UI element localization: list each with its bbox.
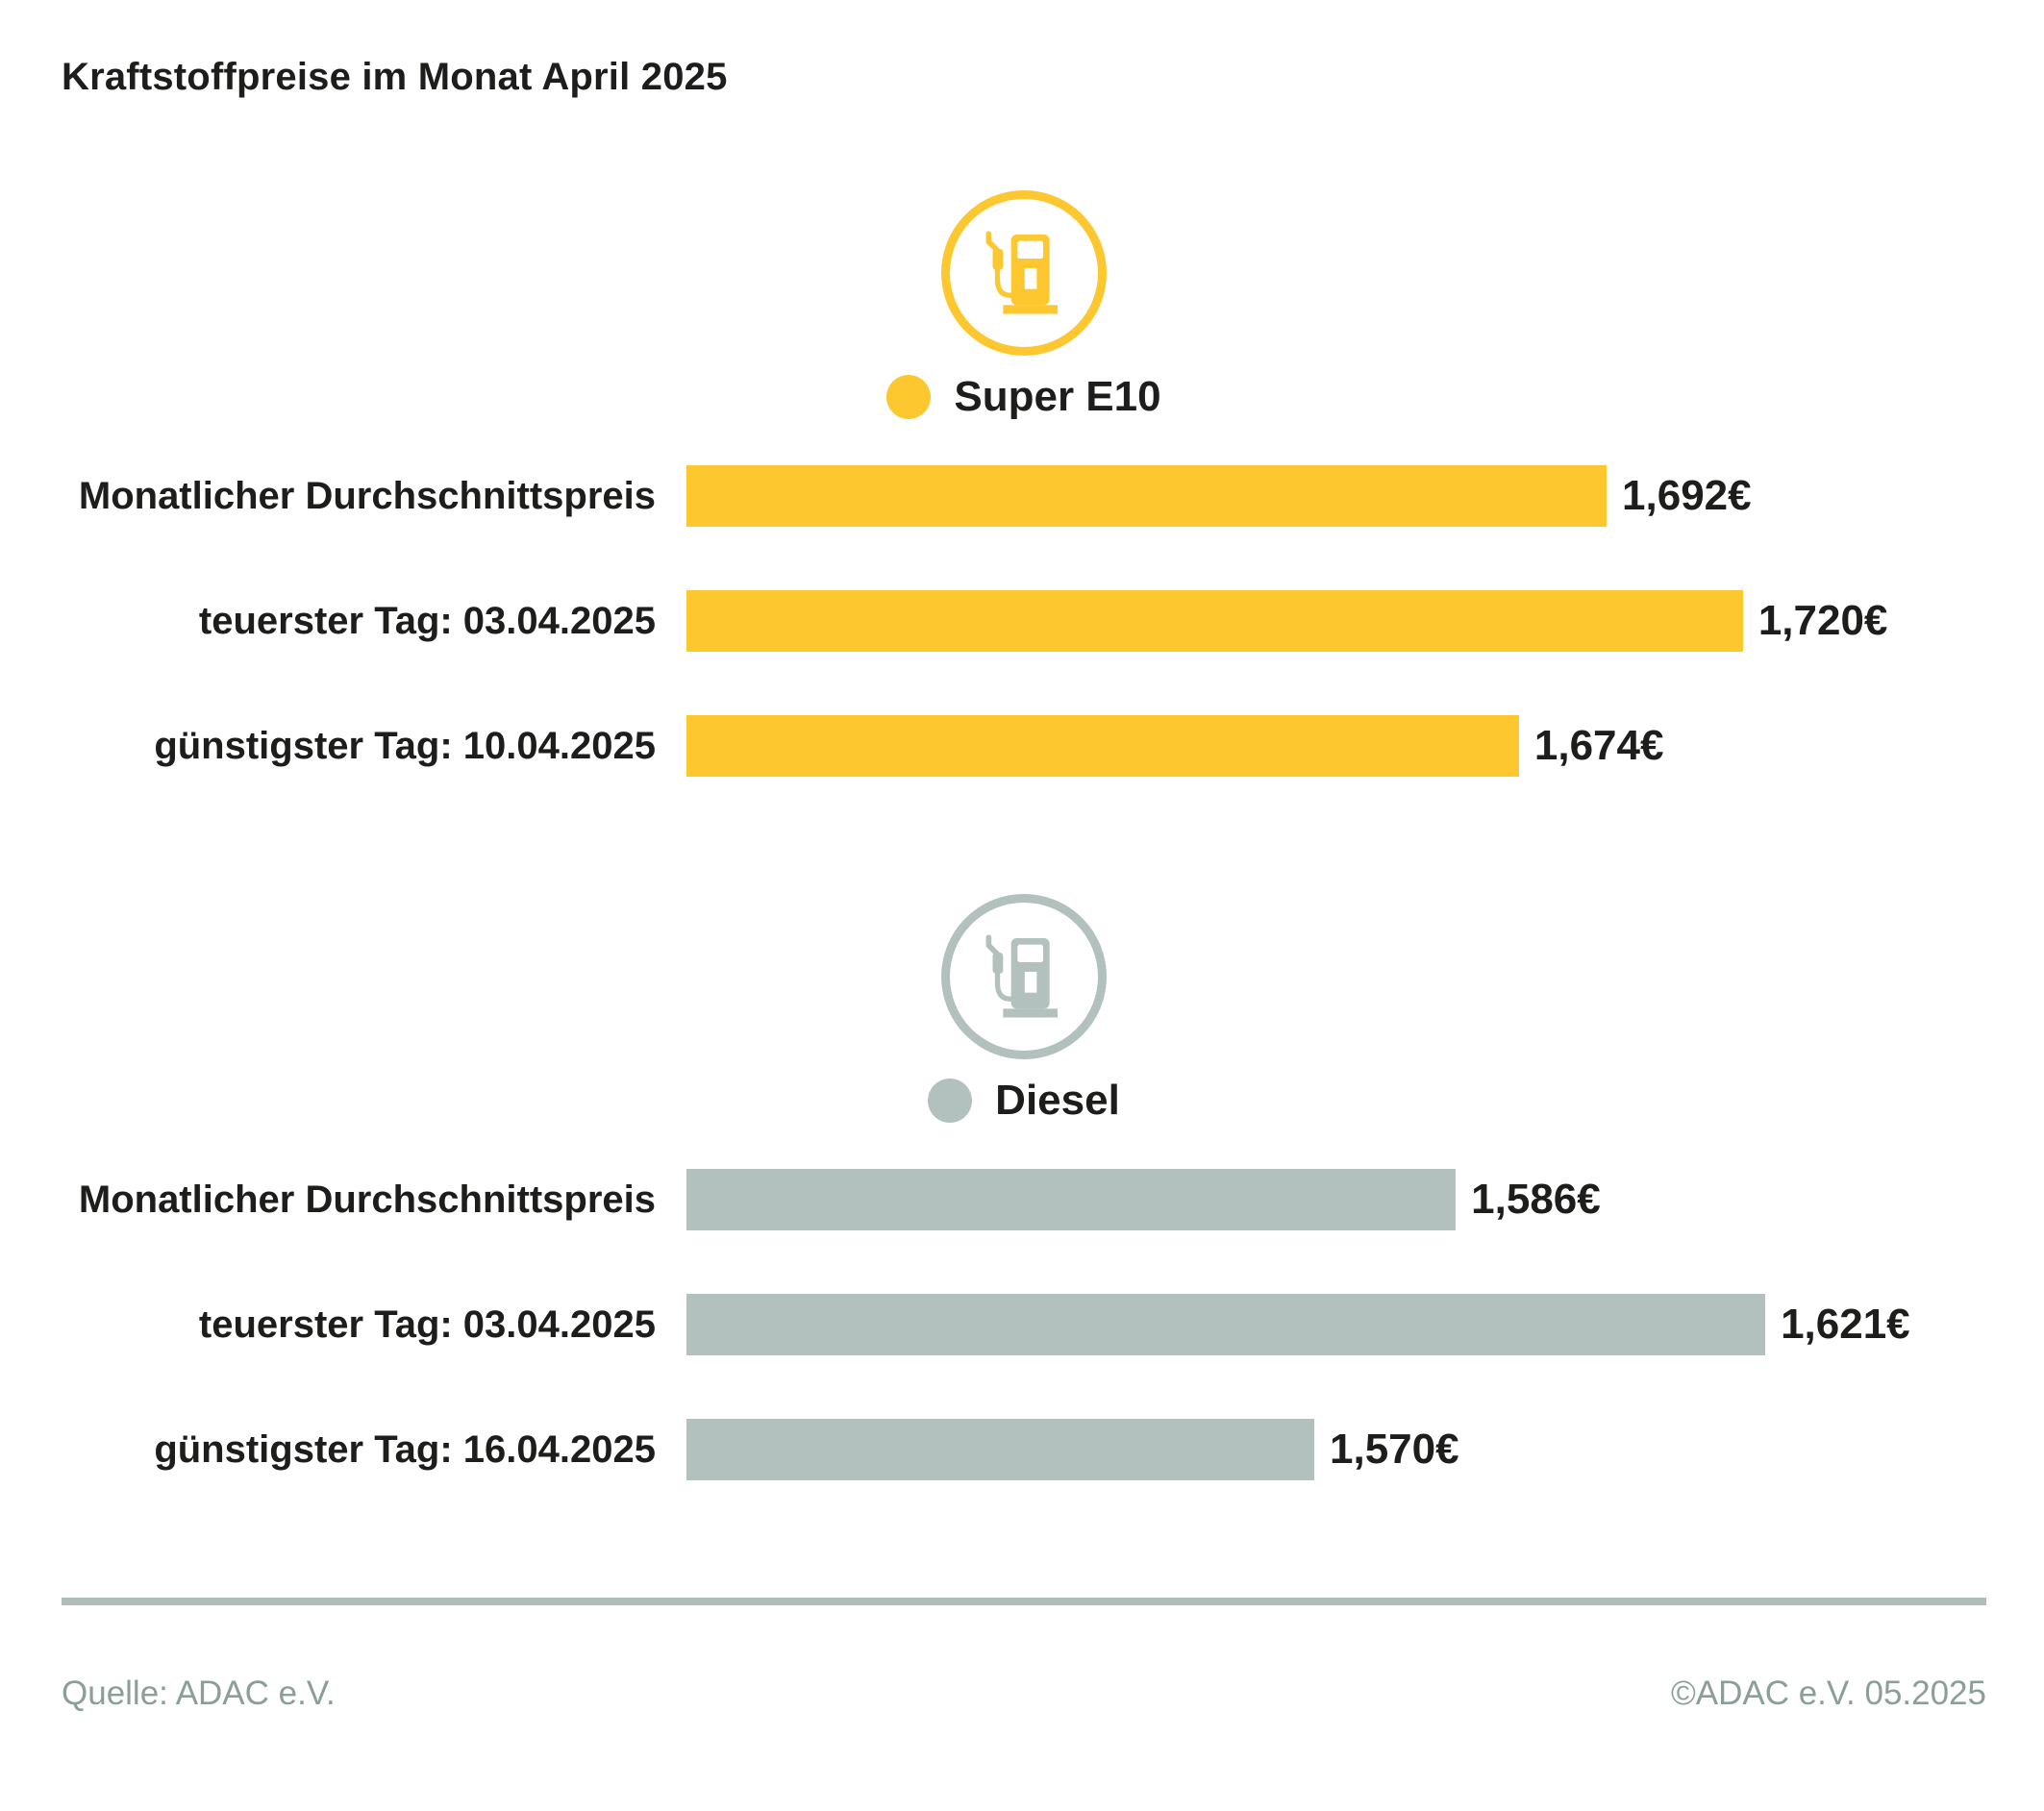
footer-divider	[62, 1598, 1986, 1605]
bar-rows-diesel: Monatlicher Durchschnittspreis 1,586€ te…	[62, 1169, 1986, 1480]
section-diesel: Diesel Monatlicher Durchschnittspreis 1,…	[62, 894, 1986, 1480]
legend-label: Super E10	[954, 373, 1161, 420]
price-value: 1,570€	[1330, 1426, 1459, 1473]
row-monthly-average: Monatlicher Durchschnittspreis 1,586€	[62, 1169, 1986, 1230]
bar-rows-super-e10: Monatlicher Durchschnittspreis 1,692€ te…	[62, 465, 1986, 777]
row-cheapest-day: günstigster Tag: 16.04.2025 1,570€	[62, 1419, 1986, 1480]
price-bar	[686, 715, 1519, 777]
section-super-e10: Super E10 Monatlicher Durchschnittspreis…	[62, 190, 1986, 777]
row-most-expensive-day: teuerster Tag: 03.04.2025 1,720€	[62, 590, 1986, 652]
price-value: 1,692€	[1622, 472, 1752, 519]
fuel-pump-icon	[941, 190, 1107, 356]
row-label: teuerster Tag: 03.04.2025	[198, 599, 656, 642]
legend-dot-icon	[928, 1079, 973, 1123]
bar-track: 1,692€	[686, 465, 1986, 527]
row-label: günstigster Tag: 10.04.2025	[154, 724, 656, 767]
source-text: Quelle: ADAC e.V.	[62, 1675, 336, 1712]
fuel-pump-icon	[941, 894, 1107, 1059]
price-bar	[686, 1169, 1457, 1230]
price-value: 1,586€	[1471, 1176, 1601, 1223]
legend-label: Diesel	[995, 1077, 1120, 1124]
legend-diesel: Diesel	[928, 1077, 1120, 1125]
bar-track: 1,674€	[686, 715, 1986, 777]
bar-track: 1,621€	[686, 1294, 1986, 1355]
price-bar	[686, 465, 1608, 527]
price-bar	[686, 1294, 1766, 1355]
row-monthly-average: Monatlicher Durchschnittspreis 1,692€	[62, 465, 1986, 527]
bar-track: 1,570€	[686, 1419, 1986, 1480]
legend-super-e10: Super E10	[886, 373, 1161, 421]
row-cheapest-day: günstigster Tag: 10.04.2025 1,674€	[62, 715, 1986, 777]
legend-dot-icon	[886, 375, 932, 419]
bar-track: 1,586€	[686, 1169, 1986, 1230]
section-head-diesel: Diesel	[62, 894, 1986, 1125]
price-value: 1,674€	[1533, 722, 1664, 769]
price-value: 1,621€	[1781, 1301, 1910, 1348]
footer: Quelle: ADAC e.V. ©ADAC e.V. 05.2025	[62, 1675, 1986, 1713]
chart-title: Kraftstoffpreise im Monat April 2025	[62, 56, 728, 98]
price-bar	[686, 590, 1743, 652]
row-label: günstigster Tag: 16.04.2025	[154, 1427, 656, 1471]
copyright-text: ©ADAC e.V. 05.2025	[1670, 1675, 1986, 1712]
price-bar	[686, 1419, 1314, 1480]
section-head-super-e10: Super E10	[62, 190, 1986, 421]
row-label: Monatlicher Durchschnittspreis	[78, 1178, 656, 1221]
row-label: Monatlicher Durchschnittspreis	[78, 474, 656, 517]
row-most-expensive-day: teuerster Tag: 03.04.2025 1,621€	[62, 1294, 1986, 1355]
price-value: 1,720€	[1757, 597, 1888, 644]
bar-track: 1,720€	[686, 590, 1986, 652]
row-label: teuerster Tag: 03.04.2025	[198, 1302, 656, 1346]
